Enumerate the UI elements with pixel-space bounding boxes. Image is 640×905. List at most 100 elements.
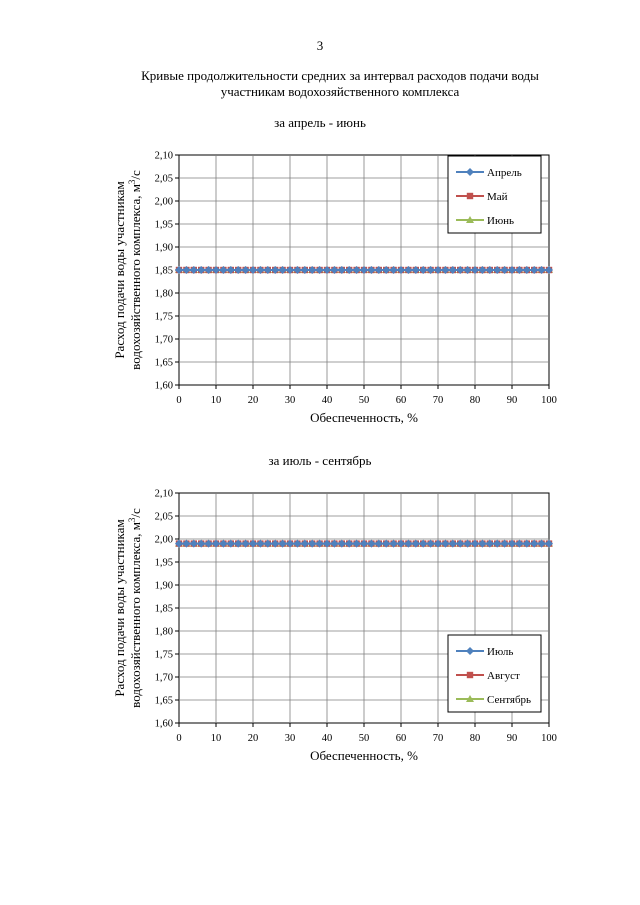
y-tick-label: 1,70 xyxy=(155,335,173,346)
y-tick-label: 1,95 xyxy=(155,220,173,231)
data-point-series-1 xyxy=(308,539,317,548)
data-point-series-1 xyxy=(530,539,539,548)
data-point-series-1 xyxy=(189,266,198,274)
y-axis-label-line-2: водохозяйственного комплекса, м3/с xyxy=(127,508,143,708)
legend-label: Сентябрь xyxy=(487,694,531,706)
y-tick-label: 1,70 xyxy=(155,673,173,684)
x-tick-label: 10 xyxy=(211,733,222,744)
y-tick-label: 2,00 xyxy=(155,197,173,208)
x-tick-label: 40 xyxy=(322,395,333,406)
data-point-series-1 xyxy=(234,539,243,548)
data-point-series-1 xyxy=(293,266,302,274)
x-tick-label: 50 xyxy=(359,395,370,406)
data-point-series-1 xyxy=(286,266,294,274)
data-point-series-1 xyxy=(441,266,450,274)
data-point-series-1 xyxy=(293,539,302,548)
legend-label: Июнь xyxy=(487,215,514,227)
y-tick-label: 1,90 xyxy=(155,243,173,254)
data-point-series-1 xyxy=(389,266,398,274)
y-axis-label-line-2: водохозяйственного комплекса, м3/с xyxy=(127,170,143,370)
data-point-series-1 xyxy=(545,266,553,274)
data-point-series-1 xyxy=(411,539,420,548)
data-point-series-1 xyxy=(175,266,183,274)
legend-marker xyxy=(466,216,474,223)
data-point-series-1 xyxy=(241,539,250,548)
data-point-series-1 xyxy=(300,539,309,548)
data-point-series-1 xyxy=(300,266,309,274)
data-point-series-1 xyxy=(337,266,346,274)
y-axis-label: Расход подачи воды участникам водохозяйст… xyxy=(112,508,143,708)
data-point-series-1 xyxy=(448,266,457,274)
data-point-series-1 xyxy=(485,539,494,548)
data-point-series-1 xyxy=(426,539,435,548)
data-point-series-1 xyxy=(493,266,502,274)
x-tick-label: 20 xyxy=(248,733,259,744)
data-point-series-1 xyxy=(308,266,317,274)
chart-july-september: 0 10 20 30 40 50 60 70 80 90 100 1,60 1,65 1,70 1,75 1,… xyxy=(112,489,557,764)
data-point-series-1 xyxy=(522,539,531,548)
data-point-series-1 xyxy=(463,266,472,274)
y-tick-label: 1,75 xyxy=(155,312,173,323)
data-point-series-1 xyxy=(478,539,487,548)
data-point-series-1 xyxy=(471,266,479,274)
y-tick-label: 1,65 xyxy=(155,696,173,707)
data-point-series-1 xyxy=(226,539,235,548)
data-point-series-1 xyxy=(256,266,265,274)
legend-marker xyxy=(466,192,474,200)
y-tick-label: 1,80 xyxy=(155,627,173,638)
data-point-series-1 xyxy=(323,266,331,274)
data-point-series-1 xyxy=(256,539,265,548)
data-point-series-1 xyxy=(471,539,479,548)
x-axis-label: Обеспеченность, % xyxy=(310,410,418,425)
data-point-series-1 xyxy=(397,266,405,274)
data-point-series-1 xyxy=(367,266,376,274)
data-point-series-1 xyxy=(382,539,391,548)
x-tick-label: 90 xyxy=(507,733,518,744)
data-point-series-1 xyxy=(382,266,391,274)
y-tick-label: 2,05 xyxy=(155,512,173,523)
x-axis-label: Обеспеченность, % xyxy=(310,748,418,763)
y-tick-label: 2,10 xyxy=(155,489,173,500)
legend-marker xyxy=(466,168,474,176)
legend-marker xyxy=(466,695,474,702)
page-number: 3 xyxy=(316,38,324,53)
y-tick-label: 1,85 xyxy=(155,266,173,277)
data-point-series-1 xyxy=(315,539,324,548)
x-tick-label: 0 xyxy=(176,733,181,744)
x-tick-label: 30 xyxy=(285,395,296,406)
data-point-series-1 xyxy=(219,539,228,548)
x-tick-label: 60 xyxy=(396,733,407,744)
x-tick-label: 80 xyxy=(470,733,481,744)
x-tick-label: 30 xyxy=(285,733,296,744)
data-point-series-1 xyxy=(360,539,368,548)
data-point-series-1 xyxy=(189,539,198,548)
x-tick-label: 70 xyxy=(433,395,444,406)
data-point-series-1 xyxy=(485,266,494,274)
x-tick-label: 0 xyxy=(176,395,181,406)
y-tick-label: 1,75 xyxy=(155,650,173,661)
x-tick-label: 100 xyxy=(541,395,557,406)
data-point-series-1 xyxy=(241,266,250,274)
data-point-series-1 xyxy=(374,266,383,274)
data-point-series-1 xyxy=(500,539,509,548)
data-point-series-1 xyxy=(271,539,280,548)
data-point-series-1 xyxy=(456,266,465,274)
data-point-series-1 xyxy=(448,539,457,548)
data-point-series-1 xyxy=(175,539,183,548)
chart-1-title: за апрель - июнь xyxy=(274,115,366,130)
data-point-series-1 xyxy=(508,539,516,548)
data-point-series-1 xyxy=(515,539,524,548)
data-point-series-1 xyxy=(360,266,368,274)
legend-marker xyxy=(466,647,474,655)
data-point-series-1 xyxy=(345,539,354,548)
data-point-series-1 xyxy=(500,266,509,274)
data-point-series-1 xyxy=(404,539,413,548)
data-point-series-1 xyxy=(434,539,442,548)
data-point-series-1 xyxy=(271,266,280,274)
data-point-series-1 xyxy=(397,539,405,548)
data-point-series-1 xyxy=(434,266,442,274)
y-tick-label: 1,95 xyxy=(155,558,173,569)
data-point-series-1 xyxy=(182,539,191,548)
data-point-series-1 xyxy=(537,539,546,548)
y-tick-label: 1,60 xyxy=(155,719,173,730)
